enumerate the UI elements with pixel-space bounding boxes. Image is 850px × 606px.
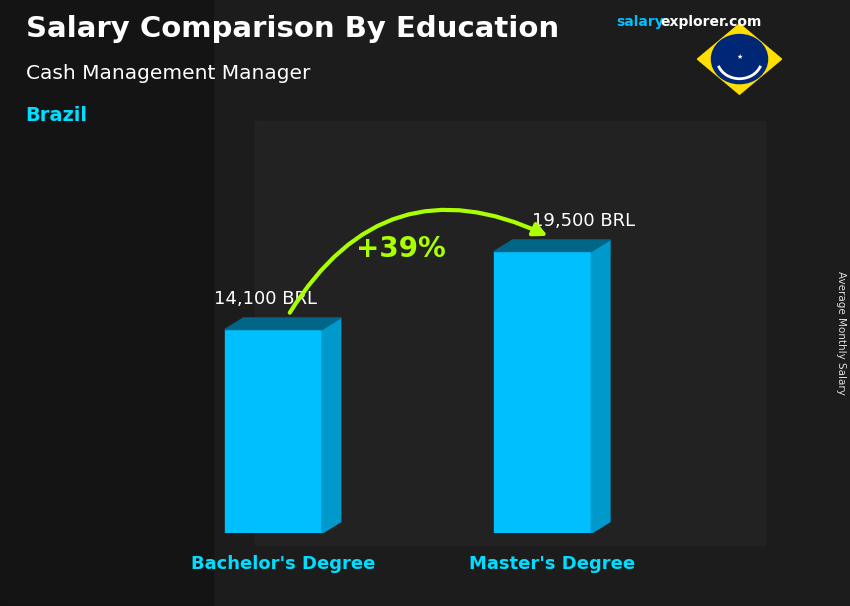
- Polygon shape: [224, 330, 322, 533]
- Text: ★: ★: [736, 55, 743, 61]
- Text: +39%: +39%: [355, 235, 445, 262]
- Polygon shape: [592, 240, 610, 533]
- Text: Salary Comparison By Education: Salary Comparison By Education: [26, 15, 558, 43]
- Polygon shape: [697, 24, 782, 95]
- Text: salary: salary: [616, 15, 664, 29]
- Polygon shape: [494, 240, 610, 251]
- Polygon shape: [322, 318, 341, 533]
- Text: Cash Management Manager: Cash Management Manager: [26, 64, 310, 82]
- Circle shape: [711, 35, 768, 84]
- Text: Bachelor's Degree: Bachelor's Degree: [190, 555, 375, 573]
- Text: explorer.com: explorer.com: [660, 15, 762, 29]
- Text: Master's Degree: Master's Degree: [469, 555, 635, 573]
- Text: 14,100 BRL: 14,100 BRL: [214, 290, 317, 308]
- Text: Brazil: Brazil: [26, 106, 88, 125]
- Text: 19,500 BRL: 19,500 BRL: [532, 212, 635, 230]
- Text: Average Monthly Salary: Average Monthly Salary: [836, 271, 846, 395]
- Polygon shape: [224, 318, 341, 330]
- Polygon shape: [494, 251, 592, 533]
- Bar: [255, 121, 765, 545]
- Bar: [0, 0, 212, 606]
